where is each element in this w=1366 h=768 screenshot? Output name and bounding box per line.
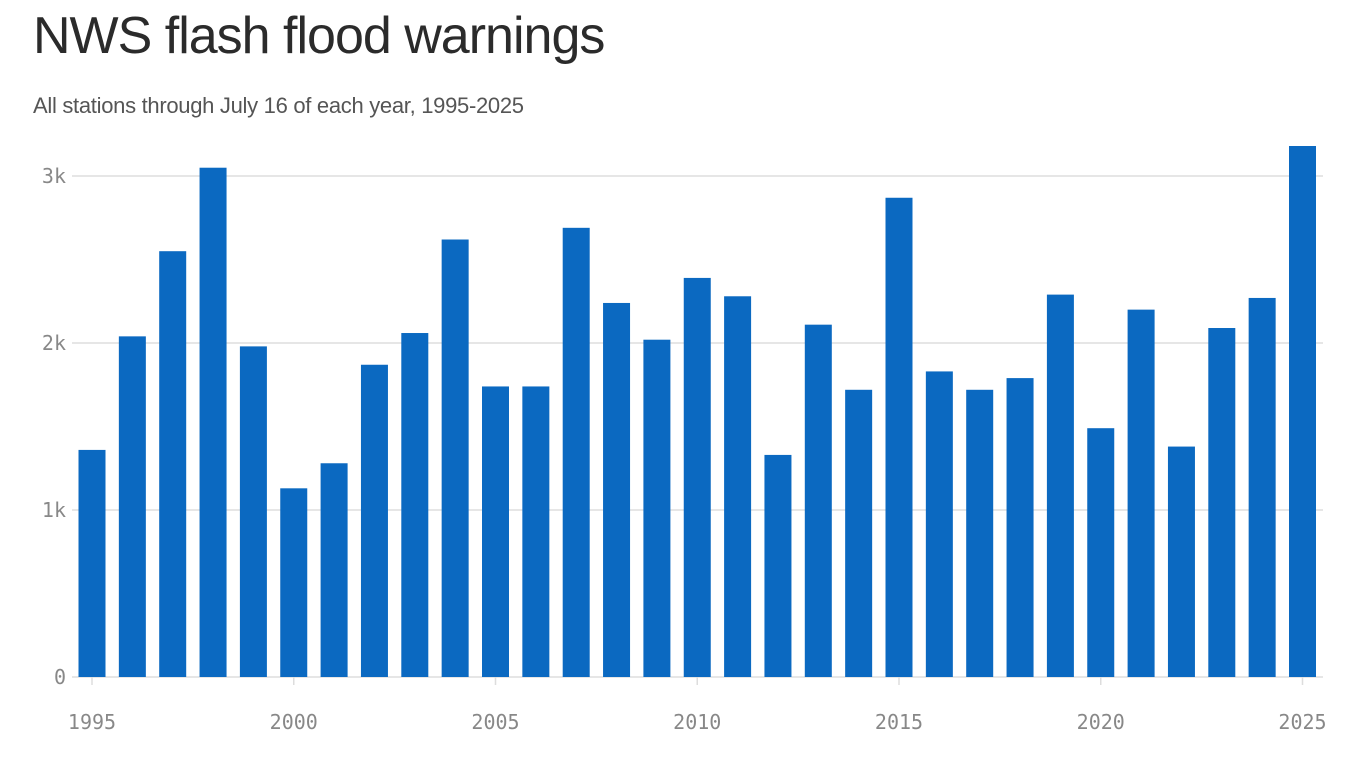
y-tick-label: 2k [42, 331, 66, 355]
bar-2008 [603, 302, 631, 677]
y-axis-labels: 0 1k 2k 3k [42, 164, 66, 689]
bar-1998 [199, 167, 227, 677]
bar-2012 [764, 454, 792, 677]
bar-2004 [441, 239, 469, 677]
x-tick-label: 2010 [673, 710, 721, 734]
x-tick-label: 2000 [270, 710, 318, 734]
y-tick-label: 3k [42, 164, 66, 188]
bar-2022 [1167, 446, 1195, 677]
bar-2007 [562, 227, 590, 677]
x-tick-label: 2025 [1278, 710, 1326, 734]
bar-2005 [482, 386, 509, 677]
bar-2013 [804, 324, 832, 677]
bar-2024 [1248, 297, 1276, 677]
bar-2011 [724, 296, 752, 677]
y-tick-label: 0 [54, 665, 66, 689]
bar-2016 [925, 371, 953, 677]
bar-2000 [280, 488, 308, 677]
bar-2020 [1087, 428, 1115, 677]
bar-2006 [522, 386, 550, 677]
bar-2021 [1127, 309, 1155, 677]
y-tick-label: 1k [42, 498, 66, 522]
bar-2002 [360, 364, 388, 677]
x-tick-label: 2020 [1077, 710, 1125, 734]
bar-1997 [159, 251, 187, 677]
bars [78, 146, 1316, 677]
x-tick-label: 2015 [875, 710, 923, 734]
x-tick-label: 1995 [68, 710, 116, 734]
x-axis [91, 677, 1304, 685]
x-tick-label: 2005 [471, 710, 519, 734]
bar-2014 [845, 389, 873, 677]
bar-2010 [683, 277, 711, 677]
bar-2015 [885, 197, 913, 677]
bar-2018 [1006, 378, 1034, 677]
bar-2003 [401, 333, 429, 677]
bar-1999 [239, 346, 267, 677]
bar-2025 [1289, 146, 1316, 677]
bar-2009 [643, 339, 671, 677]
bar-1996 [118, 336, 146, 677]
bar-2001 [320, 463, 348, 677]
chart-subtitle: All stations through July 16 of each yea… [33, 93, 524, 118]
bar-2023 [1208, 328, 1236, 677]
x-axis-labels: 1995 2000 2005 2010 2015 2020 2025 [68, 710, 1327, 734]
bar-1995 [78, 449, 106, 677]
bar-2017 [966, 389, 994, 677]
chart-title: NWS flash flood warnings [33, 7, 605, 65]
bar-2019 [1046, 294, 1074, 677]
